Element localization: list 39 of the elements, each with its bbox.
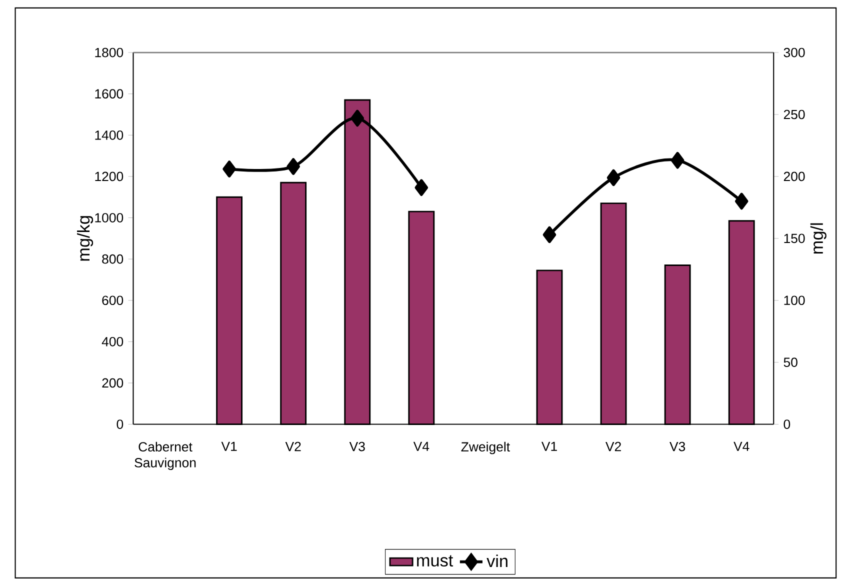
y-axis-title: mg/kg [77, 216, 94, 261]
x-tick-label: V4 [413, 442, 430, 451]
x-tick-label: V4 [734, 442, 750, 451]
y-tick-label: 200 [102, 378, 124, 388]
point [350, 110, 364, 127]
y2-tick-label: 150 [784, 234, 805, 244]
y2-tick-label: 200 [784, 172, 805, 182]
x-tick-label: V1 [541, 442, 557, 451]
y2-tick-label: 300 [784, 48, 805, 58]
y-tick-label: 0 [116, 420, 124, 429]
y-tick-label: 1800 [95, 48, 124, 58]
y-tick-label: 1200 [95, 172, 124, 182]
x-tick-label: V3 [670, 442, 686, 452]
y-tick-label: 800 [102, 254, 124, 264]
y2-tick-label: 0 [784, 420, 790, 429]
point [542, 226, 556, 244]
y2-tick-label: 250 [784, 110, 805, 120]
x-tick-label: Zweigelt [461, 442, 510, 454]
y-tick-label: 1600 [95, 89, 124, 99]
point [414, 179, 428, 196]
legend-label: vin [486, 554, 508, 568]
point [734, 192, 748, 210]
y2-axis-title: mg/l [810, 223, 826, 254]
point [286, 158, 300, 175]
legend-label: must [417, 555, 454, 567]
y-tick-label: 400 [102, 337, 124, 346]
point [670, 152, 684, 169]
y2-tick-label: 100 [784, 296, 805, 306]
x-tick-label: V1 [221, 442, 237, 451]
y2-tick-label: 50 [784, 358, 798, 368]
x-tick-label: V3 [349, 442, 365, 452]
x-tick-label: Cabernet Sauvignon [134, 442, 196, 470]
y-tick-label: 1400 [95, 130, 124, 140]
x-tick-label: V2 [606, 442, 621, 452]
point [606, 169, 620, 186]
y-tick-label: 1000 [95, 213, 124, 222]
point [222, 160, 236, 178]
y-tick-label: 600 [102, 296, 124, 306]
x-tick-label: V2 [285, 442, 301, 452]
